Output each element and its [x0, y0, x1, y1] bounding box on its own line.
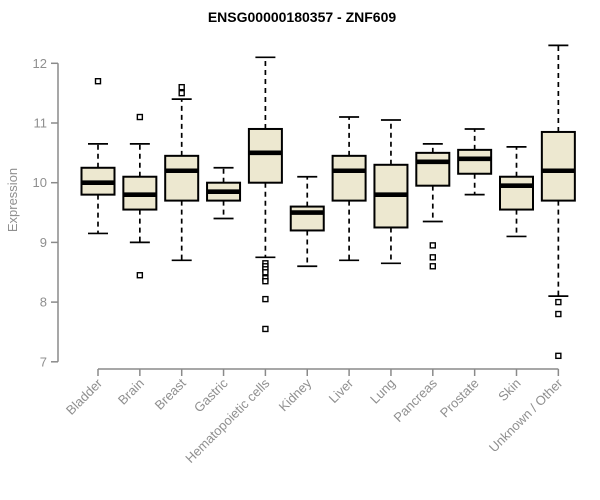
- x-axis-category-label-unknown-other: Unknown / Other: [486, 375, 566, 455]
- boxplot-kidney: [289, 175, 325, 268]
- outlier-point: [136, 113, 144, 121]
- y-axis-tick-label: 11: [34, 116, 48, 131]
- x-axis-category-label-skin: Skin: [495, 376, 523, 404]
- boxplot-pancreas: [415, 143, 451, 270]
- outlier-point: [178, 83, 185, 91]
- x-axis-category-label-bladder: Bladder: [63, 375, 106, 418]
- x-axis-category-label-breast: Breast: [152, 375, 189, 412]
- x-axis-category-label-kidney: Kidney: [276, 375, 315, 414]
- x-axis-category-label-lung: Lung: [367, 376, 398, 407]
- boxplot-lung: [373, 119, 409, 265]
- boxplot-brain: [122, 113, 158, 279]
- iqr-box: [164, 154, 200, 202]
- iqr-box: [415, 151, 451, 187]
- outlier-point: [262, 325, 269, 333]
- y-axis-tick-label: 7: [40, 354, 47, 369]
- outlier-point: [429, 263, 436, 270]
- outlier-point: [136, 272, 144, 279]
- iqr-box: [247, 127, 283, 184]
- iqr-box: [540, 130, 576, 202]
- outlier-point: [555, 352, 562, 360]
- y-axis-tick-label: 12: [33, 56, 47, 71]
- outlier-point: [262, 278, 269, 285]
- y-axis-label: Expression: [5, 168, 20, 232]
- iqr-box: [289, 205, 325, 232]
- boxplot-bladder: [80, 78, 116, 235]
- x-axis-category-label-brain: Brain: [115, 376, 147, 408]
- y-axis-tick-label: 10: [33, 175, 47, 190]
- iqr-box: [457, 148, 493, 175]
- outlier-point: [555, 310, 562, 318]
- y-axis-tick-label: 9: [40, 235, 47, 250]
- boxplot-unknown-other: [540, 44, 576, 360]
- y-axis-tick-label: 8: [40, 295, 47, 310]
- x-axis-category-label-liver: Liver: [326, 375, 357, 406]
- x-axis-category-label-gastric: Gastric: [191, 375, 231, 415]
- boxplot-liver: [331, 116, 367, 262]
- x-axis-category-label-prostate: Prostate: [437, 376, 482, 421]
- iqr-box: [499, 175, 534, 211]
- outlier-point: [178, 89, 185, 97]
- outlier-point: [429, 254, 436, 261]
- outlier-point: [94, 78, 102, 85]
- iqr-box: [331, 154, 367, 202]
- boxplot-gastric: [206, 166, 242, 220]
- boxplot-prostate: [457, 128, 493, 196]
- outlier-point: [555, 298, 562, 306]
- outlier-point: [262, 269, 269, 276]
- boxplot-breast: [164, 83, 200, 262]
- outlier-point: [429, 242, 436, 249]
- x-axis-category-label-pancreas: Pancreas: [390, 375, 440, 425]
- boxplot-skin: [499, 146, 534, 238]
- chart-title: ENSG00000180357 - ZNF609: [208, 9, 397, 25]
- outlier-point: [262, 295, 269, 303]
- boxplot-hematopoietic-cells: [247, 56, 283, 333]
